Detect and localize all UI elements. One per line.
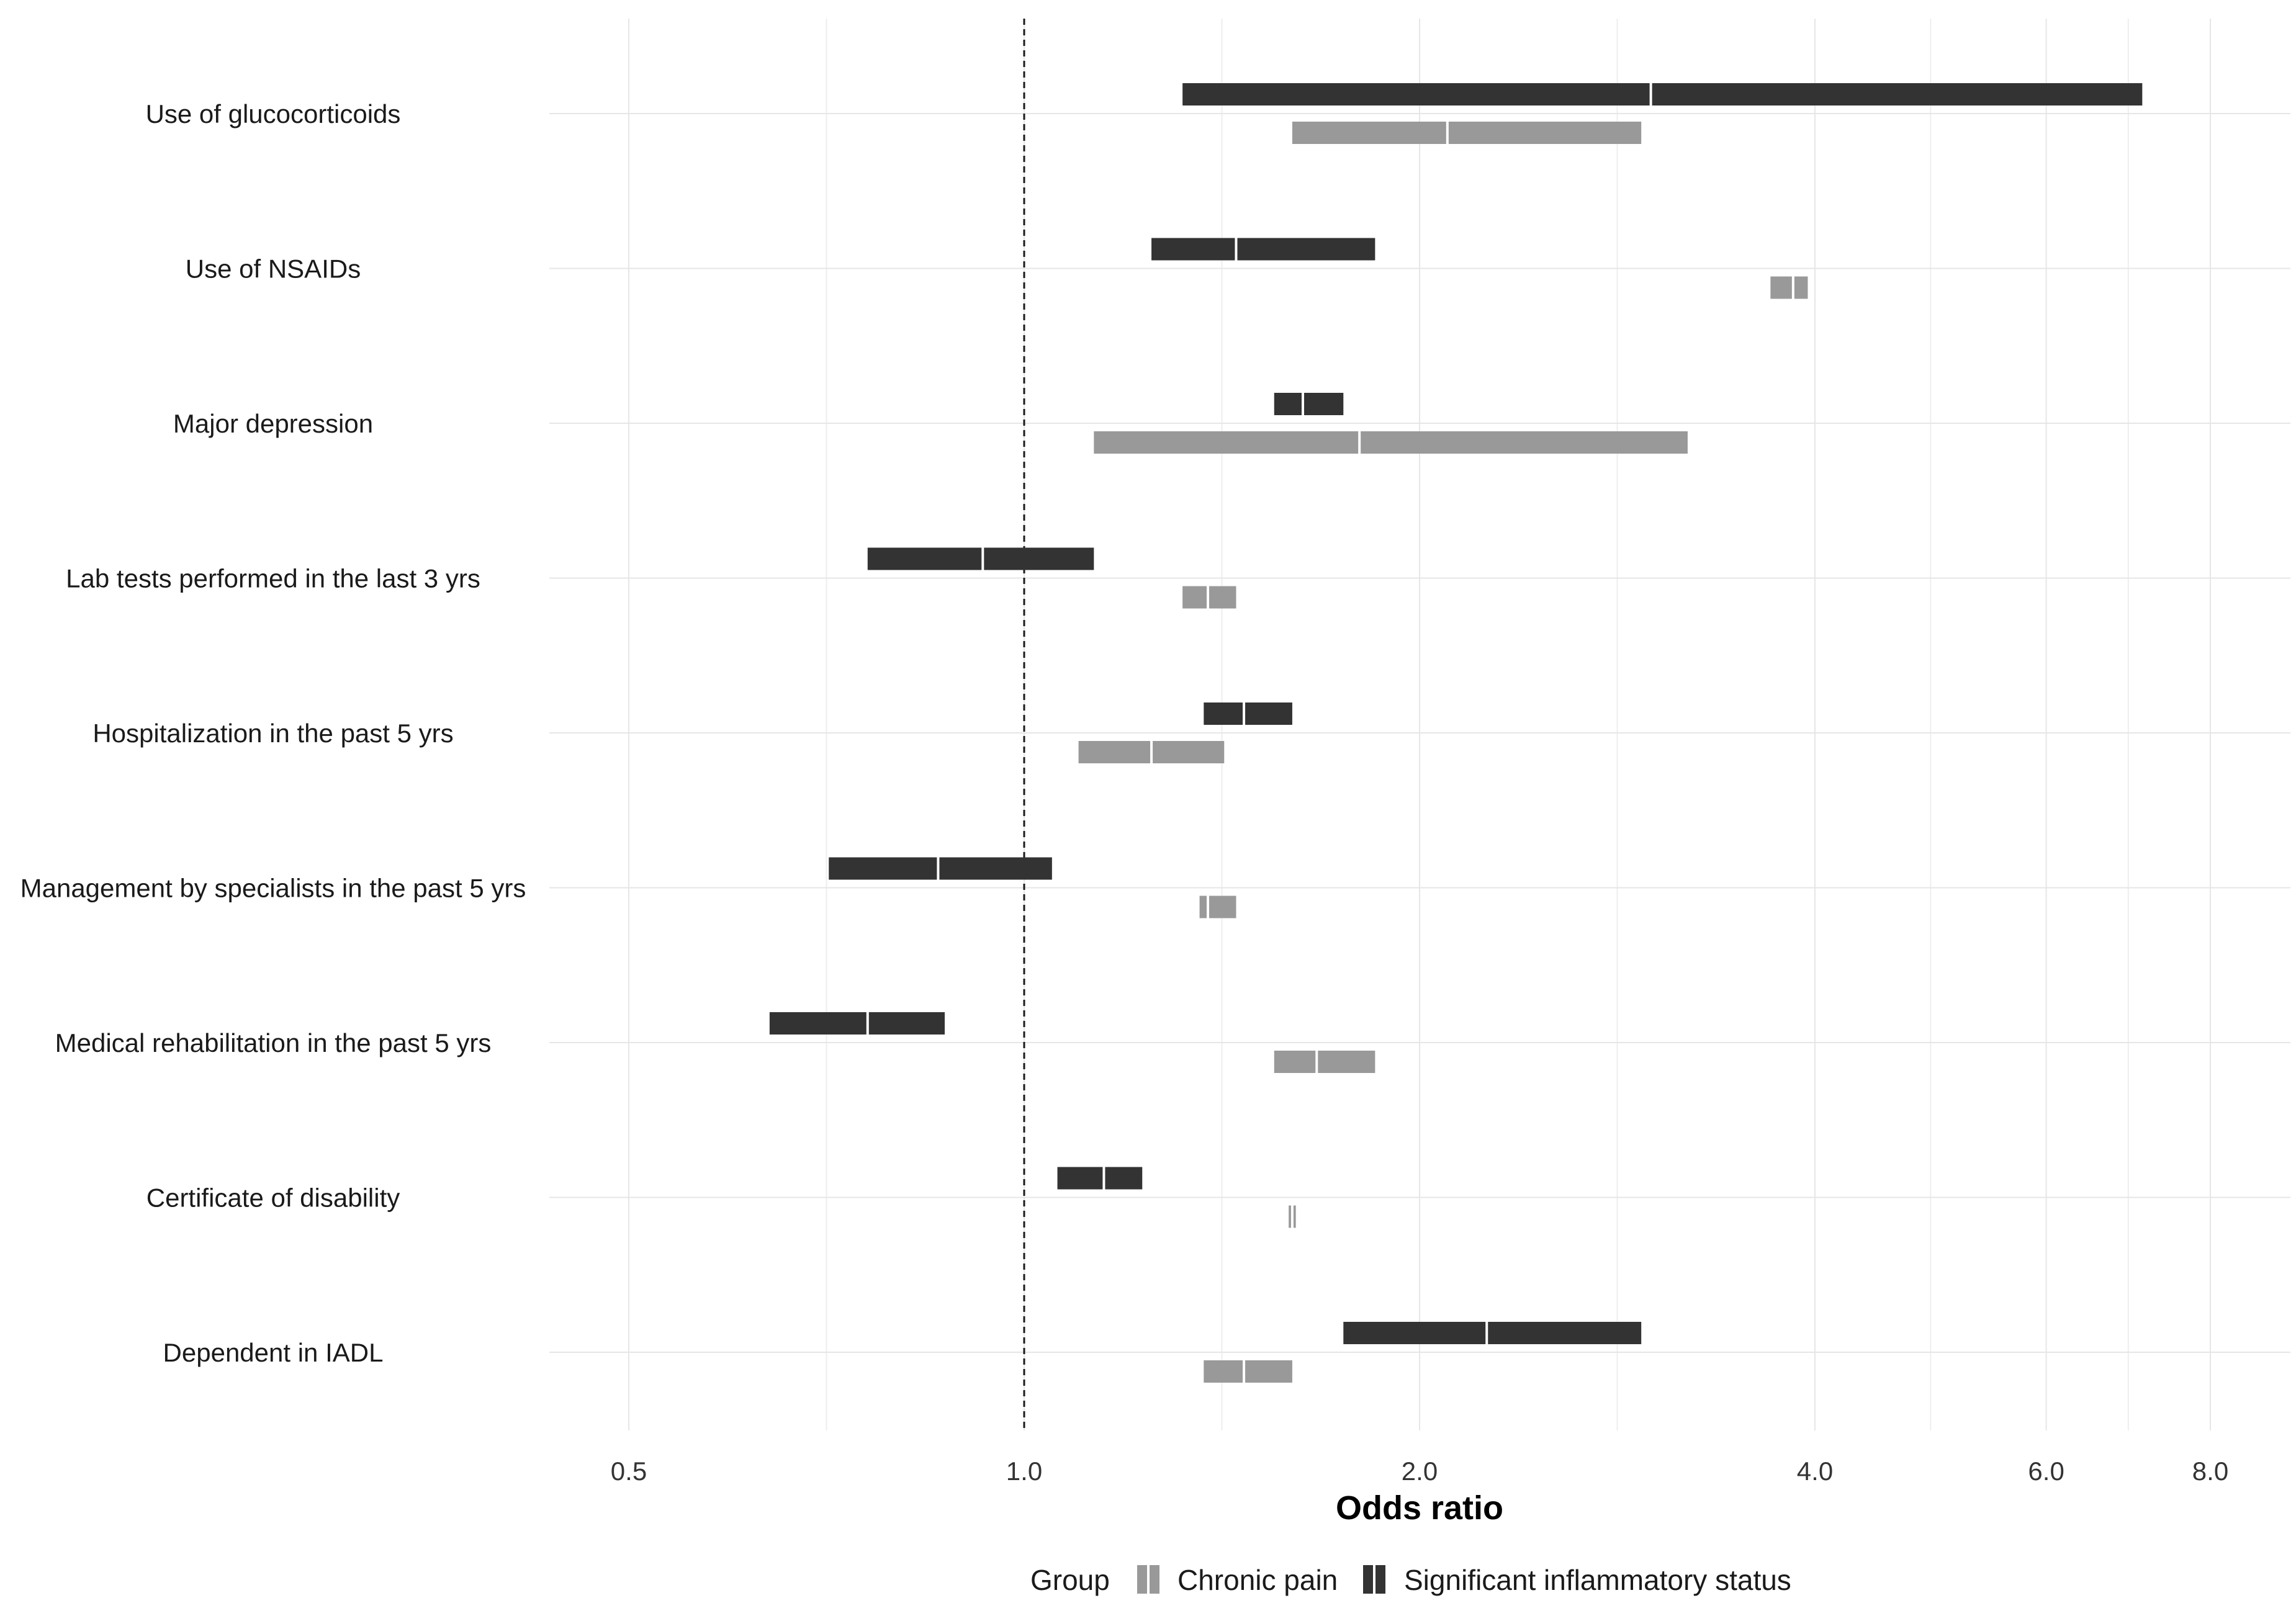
bar-chronic-pain bbox=[1204, 1360, 1292, 1383]
y-label: Use of NSAIDs bbox=[186, 254, 361, 284]
legend-keys bbox=[1137, 1565, 1385, 1594]
x-tick-label: 0.5 bbox=[611, 1457, 647, 1486]
y-label: Lab tests performed in the last 3 yrs bbox=[66, 564, 480, 593]
bar-inflammatory bbox=[1151, 238, 1375, 261]
y-label: Certificate of disability bbox=[146, 1183, 400, 1213]
interval-bars bbox=[769, 83, 2143, 1383]
y-label: Use of glucocorticoids bbox=[146, 99, 401, 128]
bar-inflammatory bbox=[1057, 1167, 1143, 1190]
legend: Group Chronic pain Significant inflammat… bbox=[1030, 1564, 1791, 1596]
x-axis-ticks: 0.5 1.0 2.0 4.0 6.0 8.0 bbox=[611, 1457, 2228, 1486]
bar-inflammatory bbox=[1182, 83, 2143, 105]
bar-inflammatory bbox=[1274, 393, 1344, 415]
legend-title: Group bbox=[1030, 1564, 1110, 1596]
bar-inflammatory bbox=[829, 857, 1052, 880]
bar-chronic-pain bbox=[1274, 1051, 1375, 1073]
bar-chronic-pain bbox=[1182, 586, 1236, 609]
y-label: Medical rehabilitation in the past 5 yrs bbox=[55, 1028, 492, 1057]
bar-chronic-pain bbox=[1770, 276, 1808, 299]
y-label: Major depression bbox=[173, 409, 373, 438]
bar-inflammatory bbox=[769, 1012, 945, 1035]
x-tick-label: 8.0 bbox=[2192, 1457, 2228, 1486]
y-label: Dependent in IADL bbox=[163, 1338, 384, 1367]
x-tick-label: 6.0 bbox=[2028, 1457, 2064, 1486]
legend-label-chronic-pain: Chronic pain bbox=[1177, 1564, 1338, 1596]
x-tick-label: 4.0 bbox=[1797, 1457, 1833, 1486]
bar-inflammatory bbox=[867, 547, 1094, 570]
x-axis-title: Odds ratio bbox=[1336, 1489, 1503, 1527]
y-axis-labels: Use of glucocorticoids Use of NSAIDs Major… bbox=[20, 99, 526, 1367]
bar-chronic-pain bbox=[1094, 431, 1688, 454]
bar-inflammatory bbox=[1204, 702, 1292, 725]
y-label: Management by specialists in the past 5 … bbox=[20, 874, 526, 903]
bar-chronic-pain bbox=[1292, 122, 1642, 144]
bar-chronic-pain bbox=[1199, 896, 1236, 918]
x-tick-label: 2.0 bbox=[1402, 1457, 1438, 1486]
y-label: Hospitalization in the past 5 yrs bbox=[92, 719, 453, 748]
legend-label-inflammatory: Significant inflammatory status bbox=[1404, 1564, 1791, 1596]
x-tick-label: 1.0 bbox=[1006, 1457, 1042, 1486]
bar-inflammatory bbox=[1343, 1322, 1642, 1344]
